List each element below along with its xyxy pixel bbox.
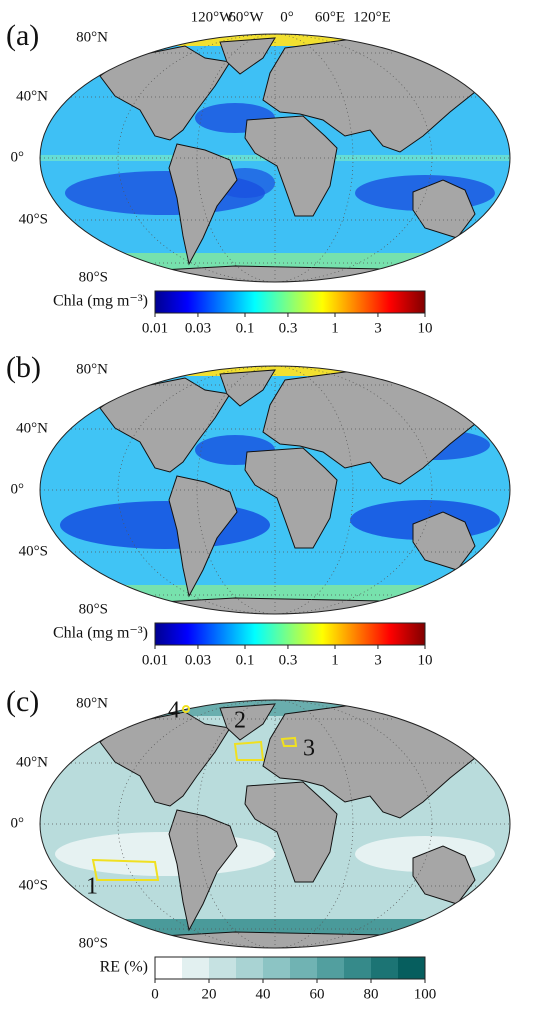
panel-label: (b)	[6, 351, 41, 384]
lat-label: 80°N	[76, 695, 108, 711]
lat-label: 0°	[11, 481, 25, 497]
lat-label: 80°N	[76, 361, 108, 377]
lat-label: 40°N	[16, 754, 48, 770]
colorbar-label: Chla (mg m⁻³)	[53, 293, 148, 310]
region-label: 4	[168, 698, 180, 724]
colorbar	[154, 290, 426, 314]
tick-label: 0.03	[185, 652, 211, 668]
tick-label: 0	[151, 986, 159, 1002]
tick-label: 0.01	[142, 652, 168, 668]
lon-label: 120°W	[191, 9, 234, 25]
tick-label: 0.1	[236, 652, 255, 668]
lat-label: 80°S	[79, 269, 108, 285]
tick-label: 1	[331, 320, 339, 336]
tick-label: 3	[374, 320, 382, 336]
lon-label: 0°	[280, 9, 294, 25]
tick-label: 20	[202, 986, 217, 1002]
lat-label: 0°	[11, 815, 25, 831]
lat-label: 40°N	[16, 420, 48, 436]
lat-label: 40°N	[16, 88, 48, 104]
colorbar	[154, 622, 426, 646]
lat-label: 80°S	[79, 935, 108, 951]
lat-label: 0°	[11, 149, 25, 165]
lat-label: 40°S	[19, 543, 48, 559]
tick-label: 1	[331, 652, 339, 668]
region-label: 3	[303, 736, 315, 762]
lat-label: 40°S	[19, 211, 48, 227]
tick-label: 3	[374, 652, 382, 668]
lat-label: 80°S	[79, 601, 108, 617]
tick-label: 0.1	[236, 320, 255, 336]
map-a	[39, 33, 511, 283]
map-b	[39, 365, 511, 615]
lat-label: 80°N	[76, 29, 108, 45]
tick-label: 0.3	[279, 320, 298, 336]
lon-label: 60°E	[315, 9, 345, 25]
colorbar-label: Chla (mg m⁻³)	[53, 625, 148, 642]
panel-label: (c)	[6, 685, 39, 718]
tick-label: 10	[418, 652, 433, 668]
tick-label: 60	[310, 986, 325, 1002]
tick-label: 0.01	[142, 320, 168, 336]
tick-label: 100	[414, 986, 437, 1002]
tick-label: 0.3	[279, 652, 298, 668]
lat-label: 40°S	[19, 877, 48, 893]
colorbar-label: RE (%)	[100, 959, 148, 976]
map-c	[39, 699, 511, 949]
panel-label: (a)	[6, 19, 39, 52]
tick-label: 40	[256, 986, 271, 1002]
tick-label: 80	[364, 986, 379, 1002]
lon-label: 120°E	[353, 9, 391, 25]
tick-label: 10	[418, 320, 433, 336]
colorbar	[154, 956, 426, 980]
region-label: 2	[234, 708, 246, 734]
tick-label: 0.03	[185, 320, 211, 336]
region-label: 1	[86, 874, 98, 900]
lon-label: 60°W	[228, 9, 264, 25]
